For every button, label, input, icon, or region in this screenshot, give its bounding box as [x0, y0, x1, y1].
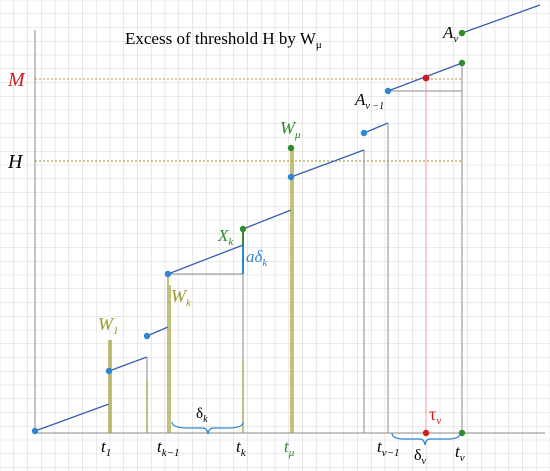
jump-spikes: [108, 148, 294, 433]
label-delta-k: δk: [196, 406, 208, 425]
ramp-segment: [108, 356, 148, 372]
label-tnu: tν: [455, 442, 465, 464]
ramp-segment: [167, 244, 244, 275]
ramp-segment: [146, 326, 169, 337]
label-tmu: tμ: [284, 437, 295, 459]
point: [143, 332, 151, 340]
label-tau: τν: [429, 404, 441, 427]
label-Wk: Wk: [171, 286, 192, 309]
point: [31, 427, 39, 435]
ramp-segment: [290, 149, 365, 178]
brace-delta-k: [171, 421, 244, 435]
ramp-segment: [461, 4, 541, 34]
point: [164, 270, 172, 278]
point: [384, 87, 392, 95]
point: [287, 173, 295, 181]
ramp-segment: [363, 122, 389, 134]
point-Anu: [458, 29, 466, 37]
label-t1: t1: [101, 437, 111, 459]
label-tnu1: tν−1: [377, 437, 400, 459]
ramp-segment: [242, 209, 292, 230]
label-Wmu: Wμ: [280, 118, 301, 141]
ramp-segment: [34, 403, 110, 432]
drop-lines: [146, 63, 463, 433]
label-a-delta: aδk: [246, 247, 268, 269]
point: [105, 367, 113, 375]
label-Xk: Xk: [217, 226, 234, 248]
label-A-nu: Aν: [442, 23, 458, 45]
brace-delta-nu: [391, 432, 461, 446]
label-H: H: [7, 151, 24, 173]
reference-lines: [168, 90, 462, 275]
title: Excess of threshold H by Wμ: [125, 29, 322, 51]
point: [360, 129, 368, 137]
point-Wmu: [287, 144, 295, 152]
label-A-nu1: Aν −1: [354, 90, 384, 112]
points: [31, 29, 466, 437]
label-W1: W1: [98, 314, 119, 337]
point: [458, 59, 466, 67]
label-M: M: [7, 69, 26, 91]
point-tnu-axis: [458, 429, 466, 437]
point-tau-axis: [422, 429, 430, 437]
point-Xk: [239, 225, 247, 233]
label-tk: tk: [236, 437, 247, 459]
label-tk1: tk−1: [157, 437, 180, 459]
label-delta-nu: δν: [414, 447, 427, 467]
point-tau: [422, 74, 430, 82]
